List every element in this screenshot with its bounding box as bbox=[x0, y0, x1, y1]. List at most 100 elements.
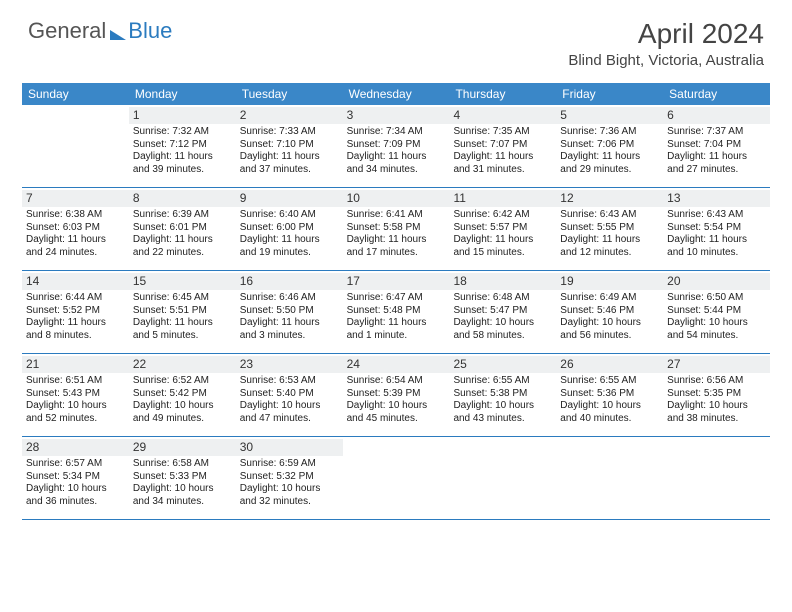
day-number: 17 bbox=[343, 273, 450, 290]
sunrise-line: Sunrise: 6:59 AM bbox=[240, 458, 339, 471]
sunrise-line: Sunrise: 6:54 AM bbox=[347, 375, 446, 388]
day-cell: 20Sunrise: 6:50 AMSunset: 5:44 PMDayligh… bbox=[663, 271, 770, 353]
daylight-line: Daylight: 10 hours and 38 minutes. bbox=[667, 400, 766, 425]
day-cell: 27Sunrise: 6:56 AMSunset: 5:35 PMDayligh… bbox=[663, 354, 770, 436]
sunrise-line: Sunrise: 6:44 AM bbox=[26, 292, 125, 305]
day-cell: 21Sunrise: 6:51 AMSunset: 5:43 PMDayligh… bbox=[22, 354, 129, 436]
sunset-line: Sunset: 7:09 PM bbox=[347, 139, 446, 152]
day-cell: 1Sunrise: 7:32 AMSunset: 7:12 PMDaylight… bbox=[129, 105, 236, 187]
daylight-line: Daylight: 10 hours and 49 minutes. bbox=[133, 400, 232, 425]
day-cell: 28Sunrise: 6:57 AMSunset: 5:34 PMDayligh… bbox=[22, 437, 129, 519]
sunset-line: Sunset: 5:50 PM bbox=[240, 305, 339, 318]
daylight-line: Daylight: 10 hours and 47 minutes. bbox=[240, 400, 339, 425]
day-cell bbox=[449, 437, 556, 519]
day-cell: 10Sunrise: 6:41 AMSunset: 5:58 PMDayligh… bbox=[343, 188, 450, 270]
daylight-line: Daylight: 10 hours and 45 minutes. bbox=[347, 400, 446, 425]
sunset-line: Sunset: 5:58 PM bbox=[347, 222, 446, 235]
sunrise-line: Sunrise: 6:51 AM bbox=[26, 375, 125, 388]
sunset-line: Sunset: 5:35 PM bbox=[667, 388, 766, 401]
day-number: 9 bbox=[236, 190, 343, 207]
day-cell: 22Sunrise: 6:52 AMSunset: 5:42 PMDayligh… bbox=[129, 354, 236, 436]
daylight-line: Daylight: 11 hours and 8 minutes. bbox=[26, 317, 125, 342]
daylight-line: Daylight: 10 hours and 54 minutes. bbox=[667, 317, 766, 342]
daylight-line: Daylight: 10 hours and 34 minutes. bbox=[133, 483, 232, 508]
week-row: 14Sunrise: 6:44 AMSunset: 5:52 PMDayligh… bbox=[22, 271, 770, 354]
day-number: 26 bbox=[556, 356, 663, 373]
daylight-line: Daylight: 10 hours and 43 minutes. bbox=[453, 400, 552, 425]
page-header: General Blue April 2024 Blind Bight, Vic… bbox=[0, 0, 792, 75]
day-number: 22 bbox=[129, 356, 236, 373]
daylight-line: Daylight: 11 hours and 15 minutes. bbox=[453, 234, 552, 259]
sunrise-line: Sunrise: 7:34 AM bbox=[347, 126, 446, 139]
sunrise-line: Sunrise: 7:37 AM bbox=[667, 126, 766, 139]
sunrise-line: Sunrise: 6:57 AM bbox=[26, 458, 125, 471]
sunset-line: Sunset: 7:10 PM bbox=[240, 139, 339, 152]
sunrise-line: Sunrise: 6:50 AM bbox=[667, 292, 766, 305]
daylight-line: Daylight: 11 hours and 27 minutes. bbox=[667, 151, 766, 176]
daylight-line: Daylight: 10 hours and 52 minutes. bbox=[26, 400, 125, 425]
sunset-line: Sunset: 6:01 PM bbox=[133, 222, 232, 235]
day-cell bbox=[556, 437, 663, 519]
day-cell: 12Sunrise: 6:43 AMSunset: 5:55 PMDayligh… bbox=[556, 188, 663, 270]
daylight-line: Daylight: 11 hours and 19 minutes. bbox=[240, 234, 339, 259]
daylight-line: Daylight: 11 hours and 3 minutes. bbox=[240, 317, 339, 342]
daylight-line: Daylight: 11 hours and 37 minutes. bbox=[240, 151, 339, 176]
day-cell: 19Sunrise: 6:49 AMSunset: 5:46 PMDayligh… bbox=[556, 271, 663, 353]
day-number: 8 bbox=[129, 190, 236, 207]
calendar: SundayMondayTuesdayWednesdayThursdayFrid… bbox=[22, 83, 770, 520]
sunrise-line: Sunrise: 6:49 AM bbox=[560, 292, 659, 305]
dow-cell: Friday bbox=[556, 83, 663, 105]
week-row: 21Sunrise: 6:51 AMSunset: 5:43 PMDayligh… bbox=[22, 354, 770, 437]
day-number: 6 bbox=[663, 107, 770, 124]
sunrise-line: Sunrise: 6:52 AM bbox=[133, 375, 232, 388]
sunrise-line: Sunrise: 6:40 AM bbox=[240, 209, 339, 222]
sunset-line: Sunset: 5:32 PM bbox=[240, 471, 339, 484]
day-number: 20 bbox=[663, 273, 770, 290]
day-cell: 11Sunrise: 6:42 AMSunset: 5:57 PMDayligh… bbox=[449, 188, 556, 270]
sunrise-line: Sunrise: 6:56 AM bbox=[667, 375, 766, 388]
day-number: 10 bbox=[343, 190, 450, 207]
day-cell: 8Sunrise: 6:39 AMSunset: 6:01 PMDaylight… bbox=[129, 188, 236, 270]
day-cell: 24Sunrise: 6:54 AMSunset: 5:39 PMDayligh… bbox=[343, 354, 450, 436]
day-number: 15 bbox=[129, 273, 236, 290]
day-number: 30 bbox=[236, 439, 343, 456]
day-cell: 9Sunrise: 6:40 AMSunset: 6:00 PMDaylight… bbox=[236, 188, 343, 270]
day-cell: 5Sunrise: 7:36 AMSunset: 7:06 PMDaylight… bbox=[556, 105, 663, 187]
sunset-line: Sunset: 5:47 PM bbox=[453, 305, 552, 318]
sunset-line: Sunset: 7:06 PM bbox=[560, 139, 659, 152]
sunset-line: Sunset: 5:36 PM bbox=[560, 388, 659, 401]
month-title: April 2024 bbox=[568, 18, 764, 50]
sunrise-line: Sunrise: 6:47 AM bbox=[347, 292, 446, 305]
sunrise-line: Sunrise: 6:53 AM bbox=[240, 375, 339, 388]
sunrise-line: Sunrise: 6:41 AM bbox=[347, 209, 446, 222]
day-cell: 14Sunrise: 6:44 AMSunset: 5:52 PMDayligh… bbox=[22, 271, 129, 353]
day-cell: 29Sunrise: 6:58 AMSunset: 5:33 PMDayligh… bbox=[129, 437, 236, 519]
day-number: 3 bbox=[343, 107, 450, 124]
daylight-line: Daylight: 11 hours and 5 minutes. bbox=[133, 317, 232, 342]
daylight-line: Daylight: 11 hours and 39 minutes. bbox=[133, 151, 232, 176]
sunset-line: Sunset: 5:38 PM bbox=[453, 388, 552, 401]
sunset-line: Sunset: 5:33 PM bbox=[133, 471, 232, 484]
day-cell bbox=[663, 437, 770, 519]
sunset-line: Sunset: 5:57 PM bbox=[453, 222, 552, 235]
daylight-line: Daylight: 11 hours and 31 minutes. bbox=[453, 151, 552, 176]
day-cell: 7Sunrise: 6:38 AMSunset: 6:03 PMDaylight… bbox=[22, 188, 129, 270]
day-cell bbox=[343, 437, 450, 519]
day-number: 5 bbox=[556, 107, 663, 124]
sunset-line: Sunset: 5:39 PM bbox=[347, 388, 446, 401]
day-number: 4 bbox=[449, 107, 556, 124]
brand-part2: Blue bbox=[128, 18, 172, 44]
sunrise-line: Sunrise: 6:58 AM bbox=[133, 458, 232, 471]
day-number: 13 bbox=[663, 190, 770, 207]
sunrise-line: Sunrise: 6:42 AM bbox=[453, 209, 552, 222]
day-cell: 13Sunrise: 6:43 AMSunset: 5:54 PMDayligh… bbox=[663, 188, 770, 270]
sunset-line: Sunset: 5:52 PM bbox=[26, 305, 125, 318]
day-cell: 2Sunrise: 7:33 AMSunset: 7:10 PMDaylight… bbox=[236, 105, 343, 187]
day-cell: 30Sunrise: 6:59 AMSunset: 5:32 PMDayligh… bbox=[236, 437, 343, 519]
day-cell: 18Sunrise: 6:48 AMSunset: 5:47 PMDayligh… bbox=[449, 271, 556, 353]
weeks-container: 1Sunrise: 7:32 AMSunset: 7:12 PMDaylight… bbox=[22, 105, 770, 520]
day-number: 23 bbox=[236, 356, 343, 373]
sunrise-line: Sunrise: 6:43 AM bbox=[560, 209, 659, 222]
sunrise-line: Sunrise: 6:46 AM bbox=[240, 292, 339, 305]
day-number: 18 bbox=[449, 273, 556, 290]
